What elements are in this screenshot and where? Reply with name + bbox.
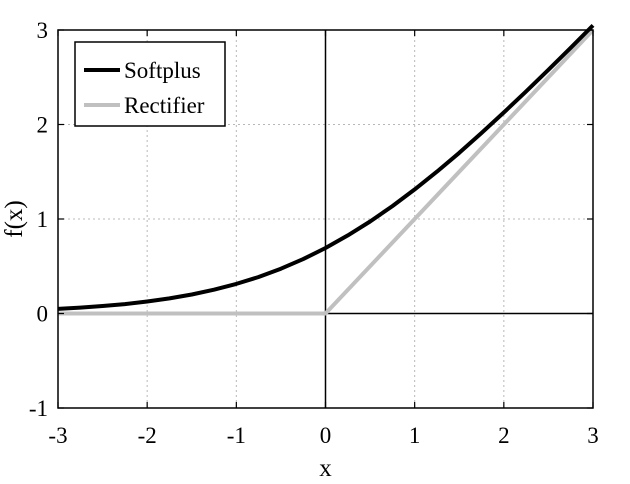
- y-tick-label: 3: [37, 18, 49, 43]
- tick-marks: [57, 29, 594, 409]
- legend: Softplus Rectifier: [74, 41, 226, 127]
- legend-label-softplus: Softplus: [124, 58, 201, 83]
- x-tick-label: 0: [320, 423, 332, 448]
- x-axis-label: x: [319, 455, 332, 482]
- x-tick-label: 1: [409, 423, 421, 448]
- y-tick-label: 2: [37, 113, 49, 138]
- legend-label-rectifier: Rectifier: [124, 93, 205, 118]
- tick-labels: -3 -2 -1 0 1 2 3 -1 0 1 2 3: [29, 18, 599, 448]
- y-tick-label: -1: [29, 396, 48, 421]
- legend-box: [74, 41, 226, 127]
- series-line-softplus: [57, 23, 595, 311]
- x-tick-label: -3: [48, 423, 67, 448]
- series-line-rectifier: [58, 28, 595, 316]
- zero-axis-lines: [324, 30, 593, 408]
- x-tick-label: 3: [587, 423, 599, 448]
- x-tick-label: 2: [498, 423, 510, 448]
- x-tick-label: -1: [227, 423, 246, 448]
- x-tick-label: -2: [138, 423, 157, 448]
- y-tick-label: 1: [37, 207, 49, 232]
- y-tick-label: 0: [37, 302, 49, 327]
- series-layer: [57, 23, 595, 316]
- y-axis-label: f(x): [1, 200, 28, 237]
